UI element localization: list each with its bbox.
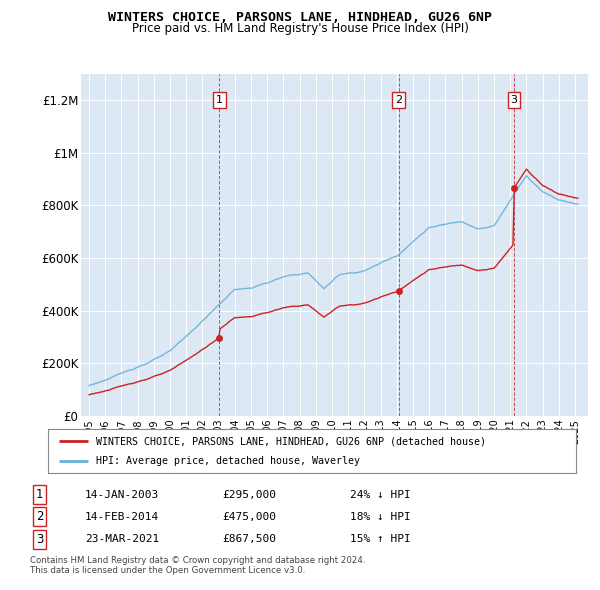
Text: £475,000: £475,000 [223, 512, 277, 522]
Text: 3: 3 [511, 95, 517, 105]
Text: 2: 2 [395, 95, 403, 105]
Text: Price paid vs. HM Land Registry's House Price Index (HPI): Price paid vs. HM Land Registry's House … [131, 22, 469, 35]
Text: 1: 1 [36, 488, 43, 501]
Text: This data is licensed under the Open Government Licence v3.0.: This data is licensed under the Open Gov… [30, 566, 305, 575]
Text: 2: 2 [36, 510, 43, 523]
Text: 14-JAN-2003: 14-JAN-2003 [85, 490, 159, 500]
Text: £867,500: £867,500 [223, 534, 277, 544]
Text: 3: 3 [36, 533, 43, 546]
Text: 18% ↓ HPI: 18% ↓ HPI [350, 512, 410, 522]
Text: £295,000: £295,000 [223, 490, 277, 500]
Text: HPI: Average price, detached house, Waverley: HPI: Average price, detached house, Wave… [95, 456, 359, 466]
Text: 1: 1 [216, 95, 223, 105]
Text: 15% ↑ HPI: 15% ↑ HPI [350, 534, 410, 544]
Text: 14-FEB-2014: 14-FEB-2014 [85, 512, 159, 522]
Text: WINTERS CHOICE, PARSONS LANE, HINDHEAD, GU26 6NP: WINTERS CHOICE, PARSONS LANE, HINDHEAD, … [108, 11, 492, 24]
Text: 24% ↓ HPI: 24% ↓ HPI [350, 490, 410, 500]
Text: WINTERS CHOICE, PARSONS LANE, HINDHEAD, GU26 6NP (detached house): WINTERS CHOICE, PARSONS LANE, HINDHEAD, … [95, 437, 485, 446]
Text: 23-MAR-2021: 23-MAR-2021 [85, 534, 159, 544]
Text: Contains HM Land Registry data © Crown copyright and database right 2024.: Contains HM Land Registry data © Crown c… [30, 556, 365, 565]
